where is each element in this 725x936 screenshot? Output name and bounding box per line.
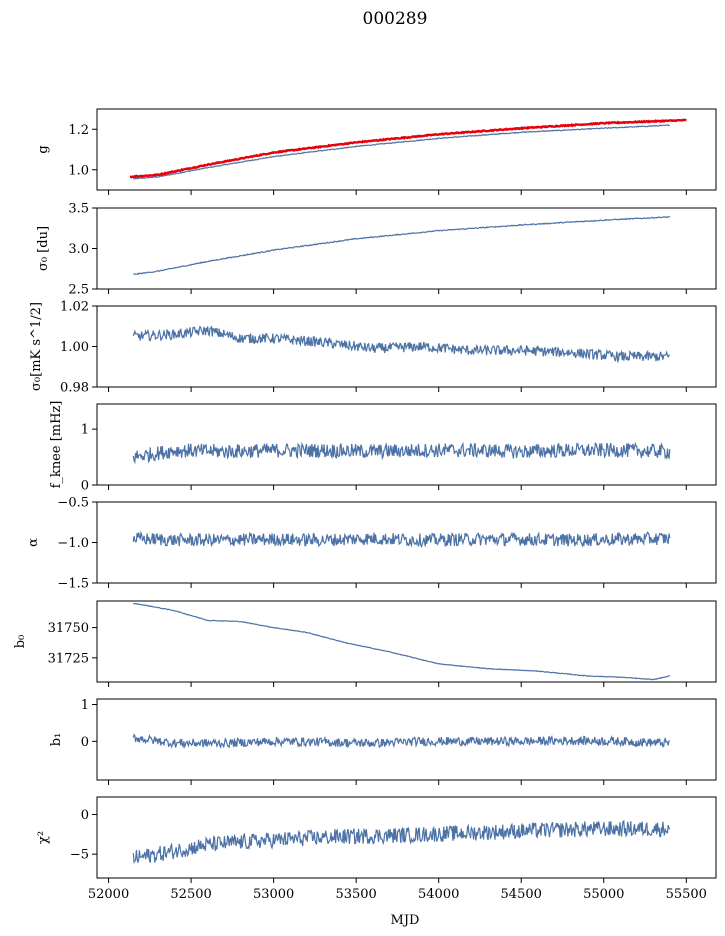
y-axis-label-sigma0-du: σ₀ [du]	[36, 226, 51, 271]
y-tick-label-sigma0-mk-1: 1.00	[60, 340, 89, 355]
x-axis-label: MJD	[391, 913, 420, 928]
panel-b1: 0 1 b₁	[49, 698, 717, 785]
panel-alpha: −1.5 −1.0 −0.5 α	[26, 496, 717, 592]
y-tick-label-fknee-0: 0	[81, 479, 89, 494]
y-tick-label-alpha-2: −0.5	[57, 496, 89, 511]
axes-frame-g	[96, 108, 717, 191]
y-tick-label-b0-1: 31750	[48, 621, 89, 636]
y-tick-label-sigma0-du-0: 2.5	[68, 283, 89, 298]
x-tick-label-6: 55000	[583, 887, 624, 902]
series-line-b1-0	[132, 733, 670, 749]
x-tick-label-7: 55500	[666, 887, 707, 902]
y-tick-label-sigma0-du-2: 3.5	[68, 202, 89, 217]
x-tick-label-5: 54500	[501, 887, 542, 902]
series-line-g-1	[129, 118, 687, 179]
series-line-alpha-0	[132, 530, 671, 548]
y-tick-label-sigma0-mk-0: 0.98	[60, 381, 89, 396]
axes-frame-b0	[96, 600, 717, 683]
y-tick-label-g-1: 1.2	[68, 123, 89, 138]
panels: 1.0 1.2 g 2.5 3.0 3.5 σ₀ [du] 0.98 1.00 1.02 σ₀[mK…	[13, 108, 717, 902]
series-line-chi2-0	[132, 819, 671, 865]
y-axis-label-fknee: f_knee [mHz]	[49, 401, 64, 489]
y-tick-label-chi2-0: −5	[70, 848, 89, 863]
x-tick-label-3: 53500	[335, 887, 376, 902]
y-tick-label-b1-1: 1	[81, 698, 89, 713]
panel-g: 1.0 1.2 g	[36, 108, 717, 195]
x-tick-label-1: 52500	[170, 887, 211, 902]
y-tick-label-g-0: 1.0	[68, 163, 89, 178]
panel-sigma0-mk: 0.98 1.00 1.02 σ₀[mK s^1/2]	[29, 300, 717, 396]
axes-frame-chi2	[96, 796, 717, 879]
panel-fknee: 0 1 f_knee [mHz]	[49, 401, 717, 494]
y-axis-label-g: g	[36, 145, 51, 153]
series-line-fknee-0	[132, 441, 671, 465]
y-axis-label-chi2: χ²	[36, 831, 51, 844]
y-tick-label-alpha-1: −1.0	[57, 536, 89, 551]
y-tick-label-b1-0: 0	[81, 735, 89, 750]
y-tick-label-b0-0: 31725	[48, 651, 89, 666]
panel-sigma0-du: 2.5 3.0 3.5 σ₀ [du]	[36, 202, 717, 298]
y-axis-label-sigma0-mk: σ₀[mK s^1/2]	[29, 302, 44, 391]
x-tick-label-0: 52000	[88, 887, 129, 902]
panel-chi2: −5 0 52000 52500 53000 53500 54000 54500 55000 55…	[36, 796, 717, 902]
y-tick-label-chi2-1: 0	[81, 808, 89, 823]
y-axis-label-alpha: α	[26, 538, 41, 547]
series-line-sigma0-mk-0	[132, 325, 671, 364]
panel-b0: 31725 31750 b₀	[13, 600, 717, 687]
figure-title: 000289	[363, 9, 428, 29]
x-tick-label-2: 53000	[253, 887, 294, 902]
axes-frame-b1	[96, 698, 717, 781]
y-axis-label-b1: b₁	[49, 733, 64, 747]
series-line-g-0	[133, 124, 670, 180]
axes-frame-fknee	[96, 403, 717, 486]
axes-frame-sigma0-du	[96, 207, 717, 290]
x-tick-label-4: 54000	[418, 887, 459, 902]
y-tick-label-alpha-0: −1.5	[57, 577, 89, 592]
y-axis-label-b0: b₀	[13, 635, 28, 649]
y-tick-label-fknee-1: 1	[81, 423, 89, 438]
series-line-b0-0	[133, 602, 670, 681]
y-tick-label-sigma0-mk-2: 1.02	[60, 300, 89, 315]
series-line-sigma0-du-0	[133, 215, 671, 275]
y-tick-label-sigma0-du-1: 3.0	[68, 242, 89, 257]
